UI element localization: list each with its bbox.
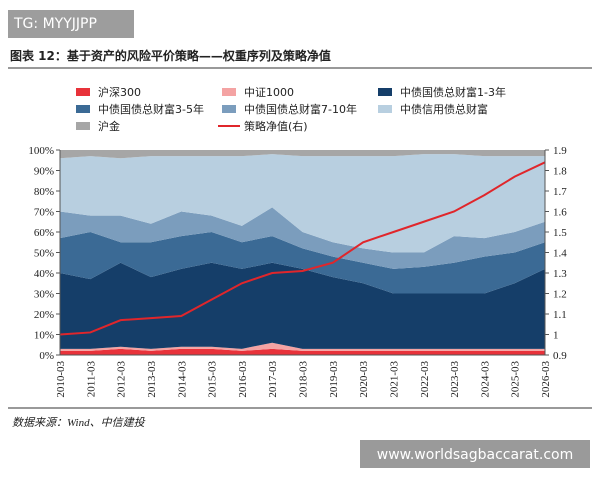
legend-swatch — [378, 105, 392, 113]
y2-tick-label: 1.1 — [553, 309, 567, 321]
x-tick-label: 2024-03 — [479, 361, 491, 398]
line — [59, 161, 546, 336]
source: 数据来源：Wind、中信建投 — [12, 416, 146, 429]
x-tick-label: 2021-03 — [388, 361, 400, 398]
x-tick-label: 2018-03 — [298, 361, 310, 398]
area — [60, 348, 545, 355]
y2-tick-label: 0.9 — [553, 350, 567, 362]
legend-swatch — [76, 88, 90, 96]
x-tick-label: 2016-03 — [237, 361, 249, 398]
y-tick-label: 30% — [34, 289, 54, 301]
y-tick-label: 20% — [34, 309, 54, 321]
y-tick-label: 50% — [34, 248, 54, 260]
x-tick-label: 2012-03 — [116, 361, 128, 398]
area — [60, 262, 545, 349]
y-tick-label: 90% — [34, 166, 54, 178]
x-tick-label: 2017-03 — [267, 361, 279, 398]
y2-tick-label: 1.8 — [553, 166, 567, 178]
chart-title: 图表 12：基于资产的风险平价策略——权重序列及策略净值 — [10, 48, 331, 63]
y2-tick-label: 1.4 — [553, 248, 567, 260]
area — [60, 232, 545, 294]
y-tick-label: 10% — [34, 330, 54, 342]
y-tick-label: 40% — [34, 268, 54, 280]
area — [60, 207, 545, 269]
area — [60, 150, 545, 159]
x-tick-label: 2013-03 — [146, 361, 158, 398]
legend-label: 沪金 — [98, 119, 120, 133]
x-tick-label: 2023-03 — [449, 361, 461, 398]
y-tick-label: 80% — [34, 186, 54, 198]
x-tick-label: 2020-03 — [358, 361, 370, 398]
y2-tick-label: 1.9 — [553, 145, 567, 157]
y-tick-label: 60% — [34, 227, 54, 239]
legend-swatch — [76, 122, 90, 130]
area — [60, 154, 545, 253]
y-tick-label: 100% — [28, 145, 54, 157]
y2-tick-label: 1.7 — [553, 186, 567, 198]
x-tick-label: 2011-03 — [85, 361, 97, 398]
x-tick-label: 2010-03 — [55, 361, 67, 398]
watermark: TG: MYYJJPP — [13, 16, 97, 32]
x-tick-label: 2015-03 — [207, 361, 219, 398]
y2-tick-label: 1.5 — [553, 227, 567, 239]
y-tick-label: 0% — [39, 350, 54, 362]
plot: 0% 10% 20% 30% 40% 50% 60% 70% 80% 90% 100% 0.9 1 1.1… — [28, 145, 567, 398]
legend-swatch — [222, 105, 236, 113]
y2-tick-label: 1.2 — [553, 289, 567, 301]
x-tick-label: 2014-03 — [176, 361, 188, 398]
x-tick-label: 2022-03 — [419, 361, 431, 398]
legend-swatch — [378, 88, 392, 96]
watermark-box — [8, 10, 134, 38]
y2-tick-label: 1.6 — [553, 207, 567, 219]
x-tick-label: 2019-03 — [328, 361, 340, 398]
y2-tick-label: 1.3 — [553, 268, 567, 280]
site-box — [360, 440, 590, 468]
x-tick-label: 2026-03 — [540, 361, 552, 398]
legend-swatch — [222, 88, 236, 96]
legend-label: 中债国债总财富3-5年 — [98, 102, 204, 116]
y-tick-label: 70% — [34, 207, 54, 219]
legend-label: 策略净值(右) — [244, 119, 308, 133]
legend-label: 中证1000 — [244, 86, 294, 99]
legend-label: 中债国债总财富7-10年 — [244, 102, 357, 116]
legend-label: 中债国债总财富1-3年 — [400, 85, 506, 99]
legend-label: 中债信用债总财富 — [400, 102, 488, 116]
x-tick-label: 2025-03 — [510, 361, 522, 398]
site-text: www.worldsagbaccarat.com — [377, 447, 573, 463]
legend-label: 沪深300 — [98, 85, 141, 99]
y2-tick-label: 1 — [553, 330, 559, 342]
legend-swatch — [76, 105, 90, 113]
